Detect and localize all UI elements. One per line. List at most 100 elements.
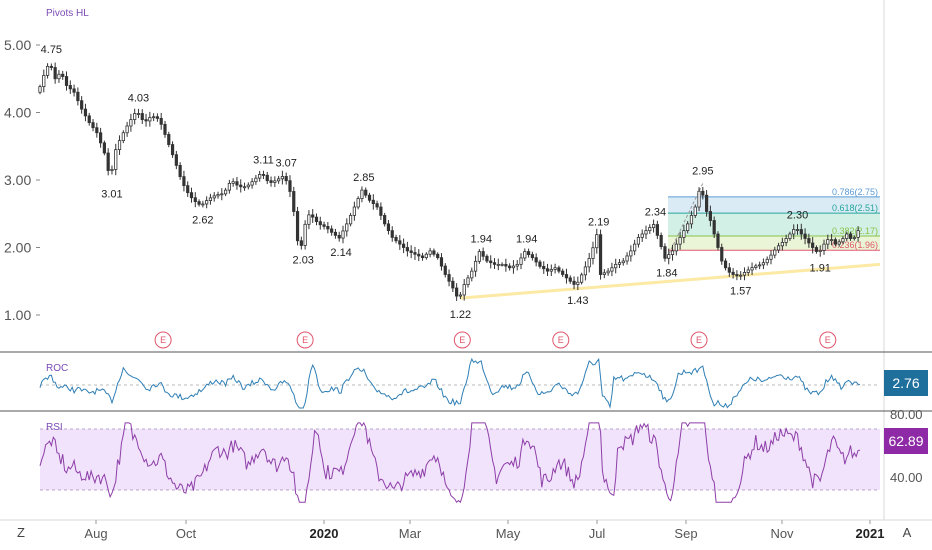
candle-body (216, 194, 220, 197)
candle-body (568, 277, 572, 282)
candle-body (682, 230, 686, 238)
candle-body (466, 277, 470, 286)
candle-body (231, 181, 235, 184)
earnings-marker (453, 331, 471, 349)
candle-body (455, 287, 459, 297)
candle-body (420, 255, 425, 259)
candle-body (723, 260, 728, 269)
candle-body (182, 176, 186, 187)
candle-body (155, 116, 160, 119)
earnings-marker (552, 331, 570, 349)
candle-body (837, 241, 841, 245)
candle-body (553, 267, 557, 270)
candle-body (557, 267, 561, 272)
candle-body (246, 184, 250, 188)
candle-body (417, 253, 421, 257)
support-line (460, 262, 881, 300)
candle-body (242, 186, 247, 189)
price-tick-label: 4.00 (4, 105, 31, 121)
candle-body (95, 127, 99, 134)
candle-body (227, 182, 231, 191)
pivot-labels: 4.75 3.01 4.03 2.62 3.11 3.07 2.03 2.14 2.85 1.22… (41, 44, 831, 321)
candle-body (125, 125, 129, 134)
candle-body (470, 270, 474, 279)
earnings-marker-label: E (825, 335, 831, 345)
candle-body (720, 247, 724, 262)
candle-body (348, 215, 353, 225)
candle-body (87, 115, 91, 124)
candle-body (326, 226, 330, 230)
candle-body (602, 272, 606, 275)
earnings-marker (690, 331, 708, 349)
candle-body (697, 190, 701, 208)
candle-body (205, 200, 209, 205)
candle-body (110, 169, 114, 171)
pivot-label: 1.84 (656, 267, 677, 279)
candle-body (614, 263, 618, 269)
candle-body (678, 236, 682, 245)
candle-body (76, 91, 80, 102)
candle-body (595, 234, 599, 249)
candle-body (576, 281, 580, 285)
candle-body (136, 113, 141, 115)
candle-body (428, 250, 432, 255)
candle-body (114, 149, 118, 170)
roc-panel: ROC (39, 357, 861, 409)
time-tick-label: Mar (399, 526, 422, 541)
candle-body (598, 234, 603, 275)
candle-body (651, 224, 656, 228)
pivot-label: 1.91 (810, 263, 831, 275)
candle-body (42, 74, 46, 88)
fib-trend-line (666, 183, 704, 259)
fib-level-label: 0.786(2.75) (832, 187, 878, 197)
candle-body (758, 264, 762, 267)
candle-body (500, 263, 504, 266)
candle-body (307, 214, 311, 225)
candle-body (193, 197, 197, 202)
candle-body (106, 152, 110, 171)
candle-body (716, 233, 720, 248)
earnings-marker (296, 331, 314, 349)
candle-body (829, 239, 834, 242)
rsi-value-text: 62.89 (888, 433, 923, 449)
pivot-label: 2.95 (692, 165, 713, 177)
candle-body (803, 233, 807, 239)
fib-level-label: 0.236(1.96) (832, 240, 878, 250)
candle-body (629, 250, 633, 257)
candle-body (667, 254, 671, 259)
candle-body (284, 176, 288, 182)
auto-scale-button[interactable]: A (896, 521, 918, 543)
candle-body (515, 263, 519, 267)
timezone-button[interactable]: Z (12, 521, 30, 543)
candle-body (686, 223, 690, 232)
candle-body (277, 178, 281, 182)
rsi-band (40, 429, 880, 490)
candle-body (140, 113, 144, 120)
candle-body (492, 262, 497, 265)
candle-body (739, 274, 743, 277)
candle-body (504, 263, 508, 267)
candle-body (269, 180, 273, 183)
candle-body (337, 234, 341, 239)
pivot-label: 1.94 (516, 234, 537, 246)
time-tick-label: Nov (770, 526, 794, 541)
candle-body (549, 269, 553, 272)
candle-body (826, 239, 830, 245)
candle-body (477, 251, 481, 262)
candle-body (746, 269, 750, 273)
candle-body (45, 65, 50, 76)
pivot-label: 2.30 (787, 209, 808, 221)
candle-body (443, 265, 447, 275)
candle-body (807, 238, 811, 244)
candle-body (784, 238, 788, 243)
candle-body (424, 253, 428, 259)
candle-body (356, 198, 360, 208)
pivot-label: 2.03 (293, 254, 314, 266)
rsi-tick-40: 40.00 (890, 470, 923, 485)
pivot-label: 2.34 (645, 207, 666, 219)
candle-body (261, 174, 266, 176)
candle-body (220, 193, 224, 196)
candle-body (769, 254, 773, 260)
candle-body (311, 214, 315, 218)
